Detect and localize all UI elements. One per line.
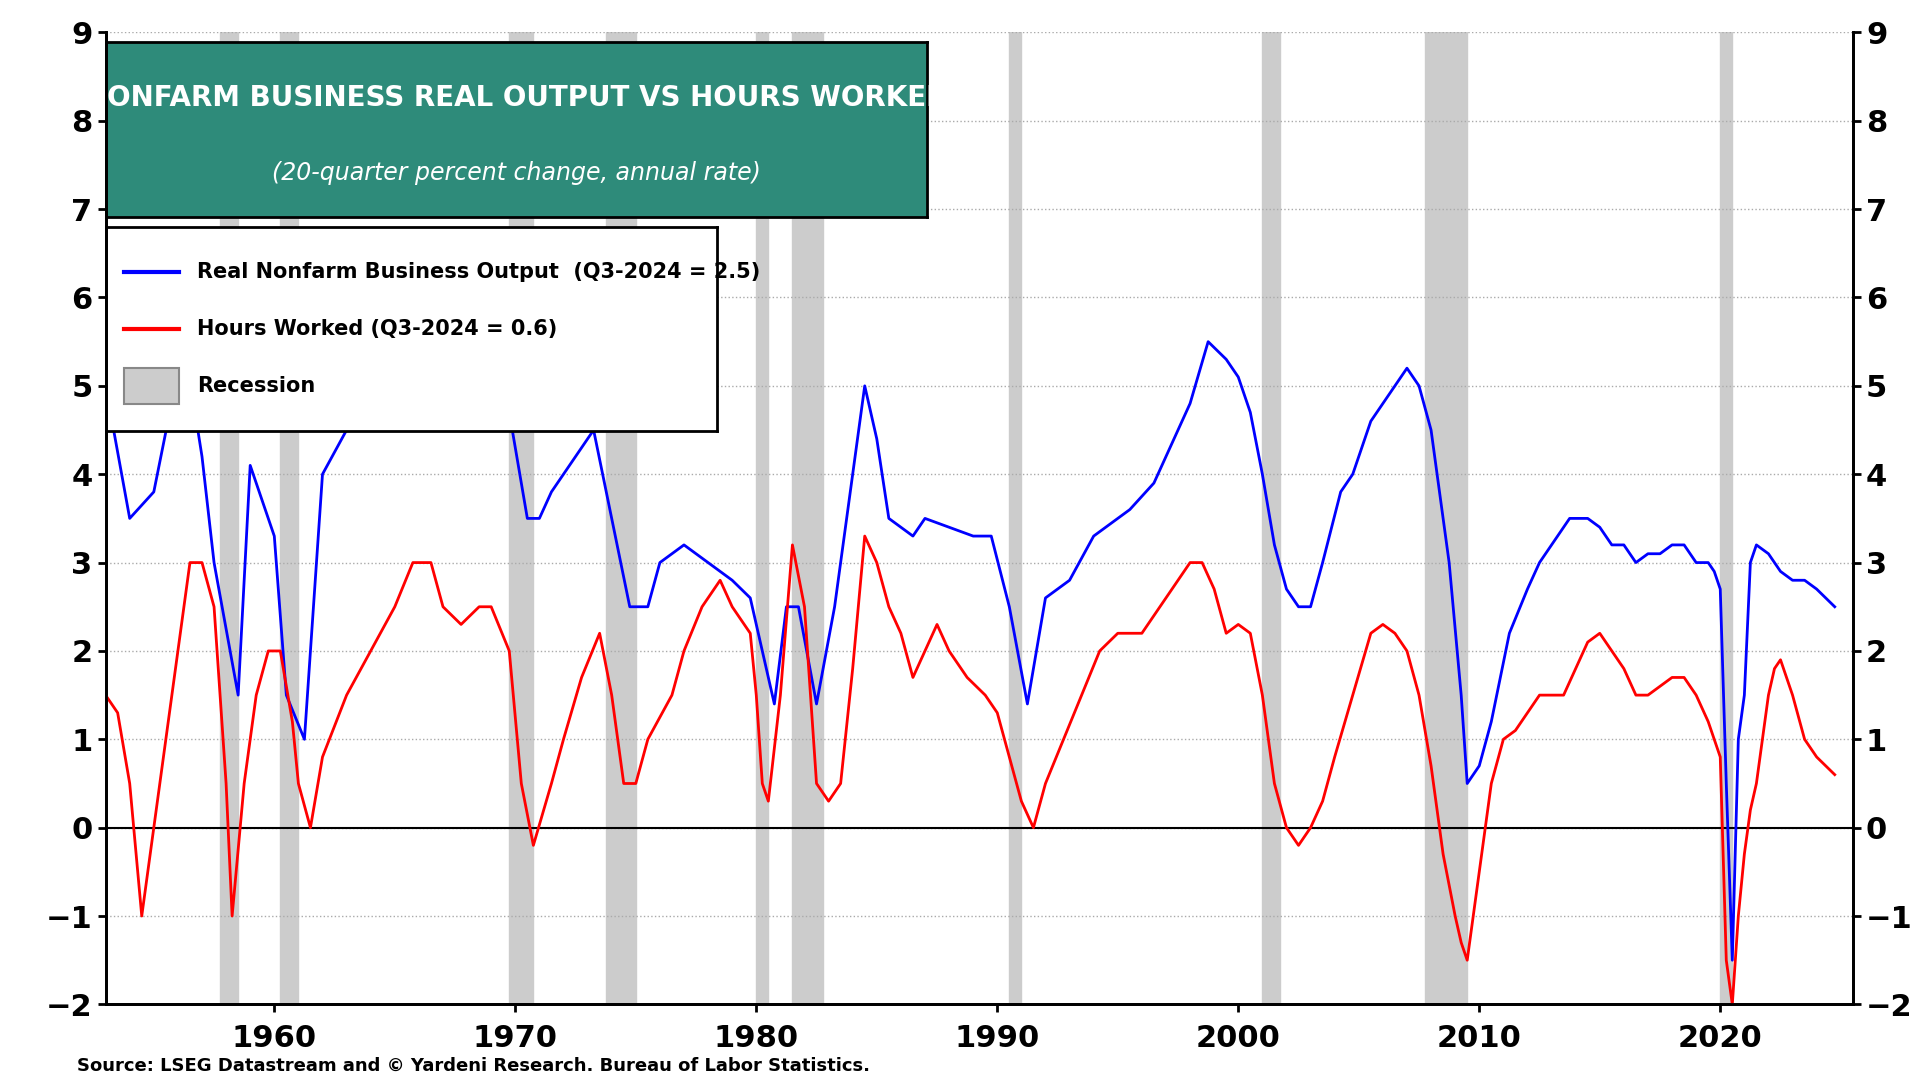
Bar (756, 32, 768, 1004)
Text: Source: LSEG Datastream and © Yardeni Research. Bureau of Labor Statistics.: Source: LSEG Datastream and © Yardeni Re… (77, 1056, 870, 1075)
Bar (280, 32, 298, 1004)
Bar (1261, 32, 1281, 1004)
Bar (1425, 32, 1467, 1004)
Bar (605, 32, 636, 1004)
Bar (1010, 32, 1021, 1004)
Bar (793, 32, 822, 1004)
Bar (509, 32, 534, 1004)
Bar (221, 32, 238, 1004)
Bar (1720, 32, 1732, 1004)
